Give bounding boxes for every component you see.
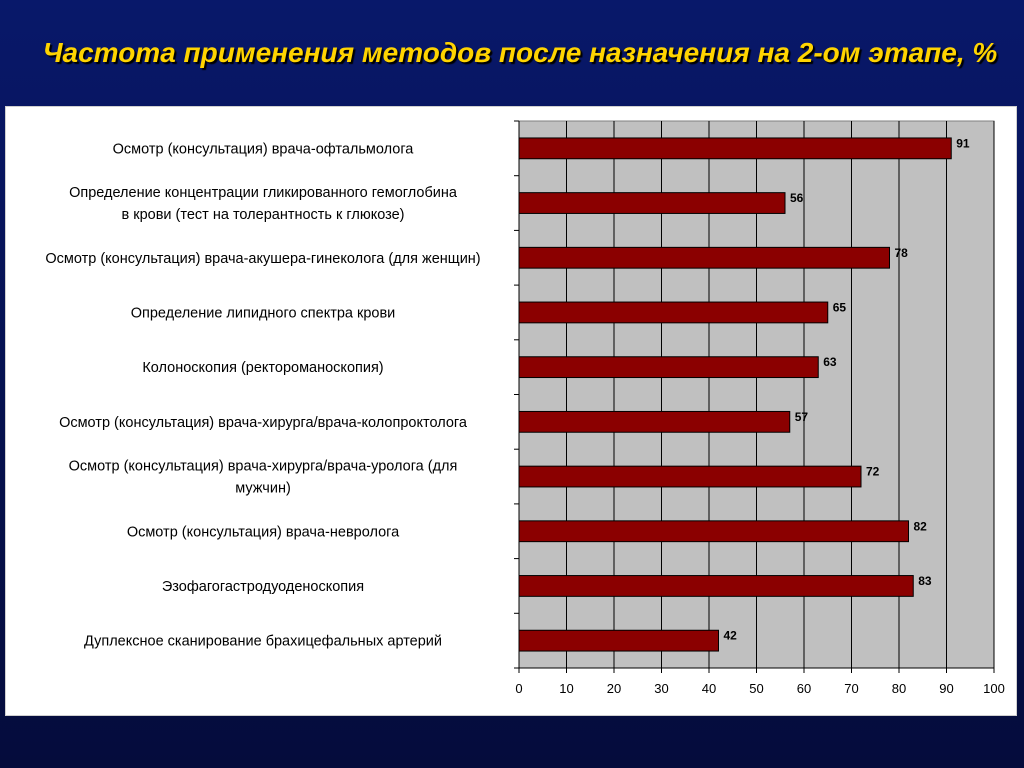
bar: [518, 629, 719, 652]
slide-title: Частота применения методов после назначе…: [42, 37, 998, 68]
category-label: Эзофагогастродуоденоскопия: [162, 579, 364, 595]
x-tick-label: 20: [607, 681, 621, 696]
category-label-line: Осмотр (консультация) врача-хирурга/врач…: [69, 459, 458, 475]
bar: [518, 356, 819, 379]
category-label: Осмотр (консультация) врача-офтальмолога: [113, 141, 415, 157]
chart-panel: 0 10 20 30 40 50 60 70 80 90 100 91 Осмотр (консульт…: [5, 106, 1017, 716]
x-tick-label: 60: [797, 681, 811, 696]
bar-value-label: 72: [866, 465, 880, 479]
bar-value-label: 56: [790, 191, 804, 205]
category-label-line: Дуплексное сканирование брахицефальных а…: [84, 634, 442, 650]
bar-value-label: 82: [914, 519, 928, 533]
bar-value-label: 78: [895, 246, 909, 260]
bar: [518, 301, 829, 324]
category-label: Определение липидного спектра крови: [131, 305, 396, 321]
category-label: Дуплексное сканирование брахицефальных а…: [84, 634, 442, 650]
category-label-line: Осмотр (консультация) врача-акушера-гине…: [45, 251, 480, 267]
bar: [518, 192, 786, 214]
bar: [518, 520, 909, 543]
category-label: Осмотр (консультация) врача-хирурга/врач…: [59, 415, 468, 431]
bar-chart: 0 10 20 30 40 50 60 70 80 90 100 91 Осмотр (консульт…: [45, 120, 1005, 696]
category-label-line: Определение концентрации гликированного …: [69, 185, 458, 201]
x-tick-label: 30: [654, 681, 668, 696]
x-tick-label: 70: [844, 681, 858, 696]
bar-value-label: 91: [956, 136, 970, 150]
bar-value-label: 65: [833, 300, 847, 314]
category-label: Осмотр (консультация) врача-невролога: [127, 524, 400, 540]
bar: [518, 410, 791, 433]
bar: [518, 246, 890, 269]
category-label: Осмотр (консультация) врача-хирурга/врач…: [69, 459, 458, 497]
bar-value-label: 63: [823, 355, 837, 369]
category-label: Осмотр (консультация) врача-акушера-гине…: [45, 251, 480, 267]
category-label-line: Колоноскопия (ректороманоскопия): [142, 360, 383, 376]
category-label-line: в крови (тест на толерантность к глюкозе…: [122, 207, 405, 223]
x-tick-label: 10: [559, 681, 573, 696]
bar-value-label: 42: [724, 629, 738, 643]
category-label-line: Осмотр (консультация) врача-невролога: [127, 524, 400, 540]
bar: [518, 137, 952, 160]
category-label-line: мужчин): [235, 481, 291, 497]
bar-value-label: 83: [918, 574, 932, 588]
category-label: Определение концентрации гликированного …: [69, 185, 458, 223]
category-label-line: Определение липидного спектра крови: [131, 305, 396, 321]
category-label-line: Осмотр (консультация) врача-хирурга/врач…: [59, 415, 468, 431]
category-label: Колоноскопия (ректороманоскопия): [142, 360, 383, 376]
category-label-line: Эзофагогастродуоденоскопия: [162, 579, 364, 595]
x-tick-label: 100: [983, 681, 1005, 696]
x-tick-label: 40: [702, 681, 716, 696]
x-tick-label: 90: [939, 681, 953, 696]
x-tick-label: 50: [749, 681, 763, 696]
bar-value-label: 57: [795, 410, 809, 424]
category-label-line: Осмотр (консультация) врача-офтальмолога: [113, 141, 415, 157]
bar: [518, 465, 862, 488]
bar: [518, 575, 914, 597]
x-tick-label: 80: [892, 681, 906, 696]
x-tick-label: 0: [515, 681, 522, 696]
